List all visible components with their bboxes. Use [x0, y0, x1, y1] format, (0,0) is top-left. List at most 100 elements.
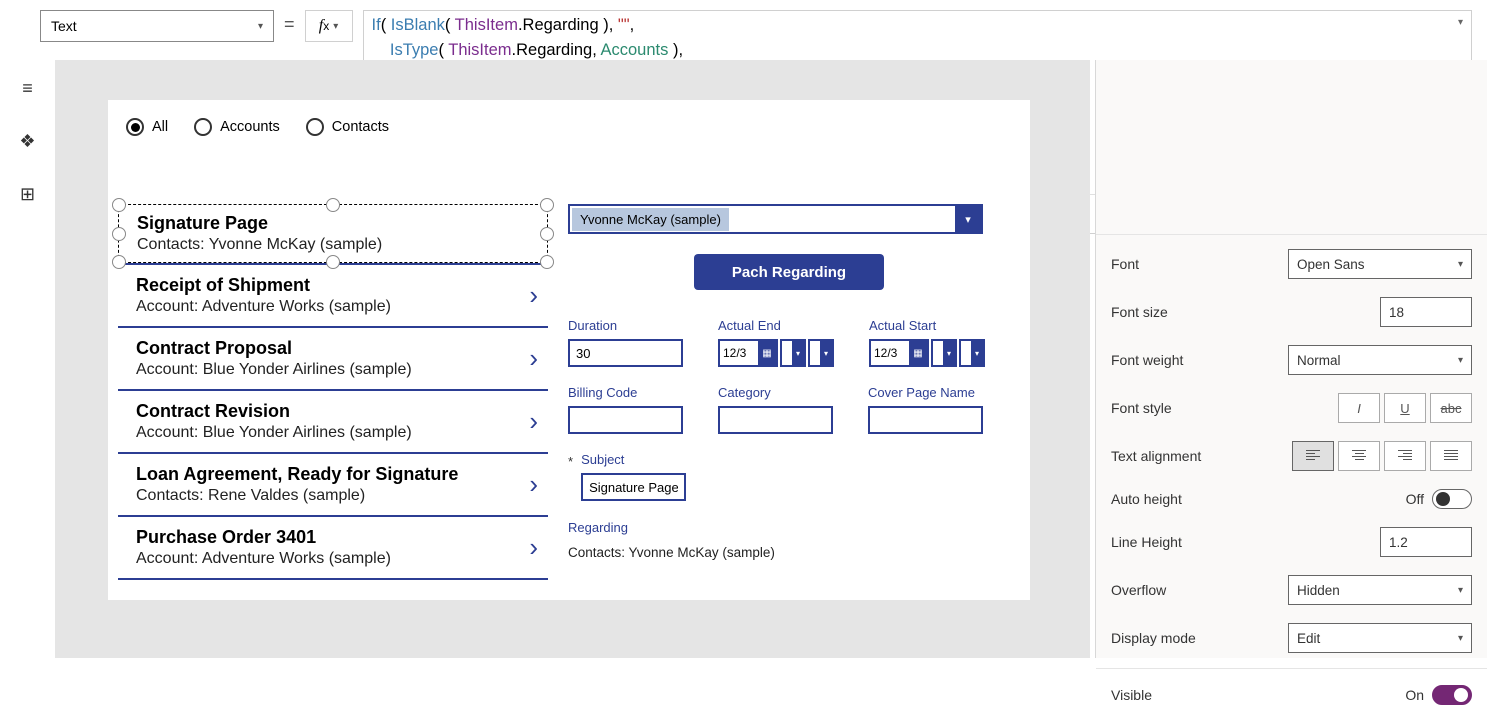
visible-label: Visible — [1111, 687, 1152, 703]
chevron-right-icon[interactable]: › — [529, 532, 548, 563]
item-subtitle: Account: Adventure Works (sample) — [136, 550, 391, 568]
text-align-label: Text alignment — [1111, 448, 1201, 464]
combobox-selected-value: Yvonne McKay (sample) — [572, 208, 729, 231]
radio-icon — [194, 118, 212, 136]
underline-button[interactable]: U — [1384, 393, 1426, 423]
cover-page-field: Cover Page Name — [868, 385, 983, 434]
align-justify-button[interactable] — [1430, 441, 1472, 471]
item-subtitle: Account: Blue Yonder Airlines (sample) — [136, 361, 412, 379]
fx-button[interactable]: fx ▾ — [305, 10, 353, 42]
visible-toggle[interactable] — [1432, 685, 1472, 705]
overflow-dropdown[interactable]: Hidden▾ — [1288, 575, 1472, 605]
gallery-item-selected[interactable]: Signature PageContacts: Yvonne McKay (sa… — [118, 204, 548, 263]
chevron-right-icon[interactable]: › — [529, 343, 548, 374]
resize-handle[interactable] — [326, 255, 340, 269]
property-dropdown[interactable]: Text ▾ — [40, 10, 274, 42]
align-right-button[interactable] — [1384, 441, 1426, 471]
calendar-icon[interactable]: ▦ — [758, 341, 776, 365]
align-left-button[interactable] — [1292, 441, 1334, 471]
calendar-icon[interactable]: ▦ — [909, 341, 927, 365]
chevron-down-icon: ▾ — [333, 21, 338, 32]
resize-handle[interactable] — [112, 227, 126, 241]
gallery-item[interactable]: Purchase Order 3401 Account: Adventure Wo… — [118, 515, 548, 580]
components-icon[interactable]: ⊞ — [20, 184, 35, 205]
actual-start-hour-dd[interactable]: ▾ — [931, 339, 957, 367]
chevron-down-icon: ▾ — [943, 341, 955, 365]
filter-radio-all[interactable]: All — [126, 118, 168, 136]
filter-radio-contacts[interactable]: Contacts — [306, 118, 389, 136]
combobox-chevron-icon[interactable]: ▾ — [955, 206, 981, 232]
display-mode-dropdown[interactable]: Edit▾ — [1288, 623, 1472, 653]
strikethrough-button[interactable]: abc — [1430, 393, 1472, 423]
filter-radio-accounts[interactable]: Accounts — [194, 118, 280, 136]
actual-start-min-dd[interactable]: ▾ — [959, 339, 985, 367]
item-subtitle: Contacts: Yvonne McKay (sample) — [137, 236, 547, 254]
chevron-right-icon[interactable]: › — [529, 406, 548, 437]
italic-button[interactable]: I — [1338, 393, 1380, 423]
resize-handle[interactable] — [112, 198, 126, 212]
actual-end-min-dd[interactable]: ▾ — [808, 339, 834, 367]
property-dropdown-value: Text — [51, 18, 77, 34]
gallery-item[interactable]: Loan Agreement, Ready for SignatureConta… — [118, 452, 548, 515]
item-subtitle: Account: Adventure Works (sample) — [136, 298, 391, 316]
chevron-down-icon: ▾ — [1458, 585, 1463, 596]
properties-panel: Font Open Sans▾ Font size 18 Font weight… — [1095, 60, 1487, 658]
item-title: Purchase Order 3401 — [136, 527, 391, 548]
duration-field: Duration — [568, 318, 683, 367]
gallery-list: Signature PageContacts: Yvonne McKay (sa… — [118, 204, 548, 580]
subject-input[interactable] — [581, 473, 686, 501]
gallery-item[interactable]: Contract RevisionAccount: Blue Yonder Ai… — [118, 389, 548, 452]
duration-input[interactable] — [568, 339, 683, 367]
hamburger-icon[interactable]: ≡ — [22, 78, 33, 99]
chevron-down-icon: ▾ — [792, 341, 804, 365]
billing-code-field: Billing Code — [568, 385, 683, 434]
resize-handle[interactable] — [112, 255, 126, 269]
resize-handle[interactable] — [540, 198, 554, 212]
item-title: Contract Proposal — [136, 338, 412, 359]
app-canvas: All Accounts Contacts Signature PageContac… — [108, 100, 1030, 600]
actual-end-hour-dd[interactable]: ▾ — [780, 339, 806, 367]
resize-handle[interactable] — [540, 227, 554, 241]
chevron-down-icon: ▾ — [820, 341, 832, 365]
font-label: Font — [1111, 256, 1139, 272]
layers-icon[interactable]: ❖ — [19, 131, 35, 152]
font-size-input[interactable]: 18 — [1380, 297, 1472, 327]
chevron-down-icon: ▾ — [1458, 633, 1463, 644]
chevron-down-icon: ▾ — [1458, 259, 1463, 270]
actual-start-field: Actual Start 12/3▦ ▾ ▾ — [869, 318, 985, 367]
font-weight-dropdown[interactable]: Normal▾ — [1288, 345, 1472, 375]
chevron-right-icon[interactable]: › — [529, 280, 548, 311]
font-weight-label: Font weight — [1111, 352, 1183, 368]
font-style-label: Font style — [1111, 400, 1172, 416]
formula-expand-chevron-icon[interactable]: ▾ — [1458, 17, 1463, 28]
radio-icon — [126, 118, 144, 136]
font-size-label: Font size — [1111, 304, 1168, 320]
resize-handle[interactable] — [326, 198, 340, 212]
cover-page-input[interactable] — [868, 406, 983, 434]
line-height-label: Line Height — [1111, 534, 1182, 550]
font-dropdown[interactable]: Open Sans▾ — [1288, 249, 1472, 279]
chevron-down-icon: ▾ — [971, 341, 983, 365]
patch-regarding-button[interactable]: Pach Regarding — [694, 254, 884, 290]
item-subtitle: Account: Blue Yonder Airlines (sample) — [136, 424, 412, 442]
chevron-right-icon[interactable]: › — [529, 469, 548, 500]
billing-code-input[interactable] — [568, 406, 683, 434]
resize-handle[interactable] — [540, 255, 554, 269]
overflow-label: Overflow — [1111, 582, 1166, 598]
category-input[interactable] — [718, 406, 833, 434]
item-title: Loan Agreement, Ready for Signature — [136, 464, 458, 485]
detail-form: Yvonne McKay (sample) ▾ Pach Regarding D… — [568, 204, 1030, 580]
chevron-down-icon: ▾ — [1458, 355, 1463, 366]
filter-radio-group: All Accounts Contacts — [108, 100, 1030, 144]
gallery-item[interactable]: Contract Proposal Account: Blue Yonder Ai… — [118, 326, 548, 389]
actual-end-date-input[interactable]: 12/3▦ — [718, 339, 778, 367]
contact-combobox[interactable]: Yvonne McKay (sample) ▾ — [568, 204, 983, 234]
gallery-item[interactable]: Receipt of ShipmentAccount: Adventure Wo… — [118, 263, 548, 326]
auto-height-label: Auto height — [1111, 491, 1182, 507]
align-center-button[interactable] — [1338, 441, 1380, 471]
auto-height-toggle[interactable] — [1432, 489, 1472, 509]
radio-label: All — [152, 119, 168, 135]
line-height-input[interactable]: 1.2 — [1380, 527, 1472, 557]
actual-start-date-input[interactable]: 12/3▦ — [869, 339, 929, 367]
radio-icon — [306, 118, 324, 136]
